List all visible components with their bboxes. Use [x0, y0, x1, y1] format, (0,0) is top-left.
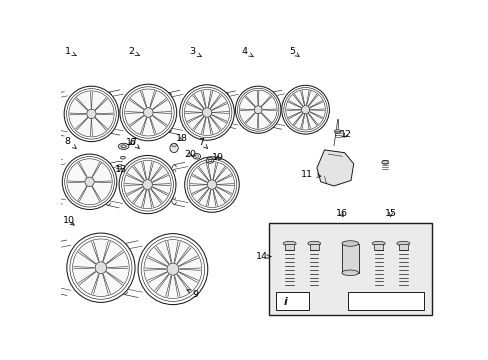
Ellipse shape [283, 241, 296, 246]
Bar [347, 292, 423, 310]
Text: 10: 10 [62, 216, 75, 225]
Ellipse shape [85, 177, 94, 186]
Text: 16: 16 [335, 209, 347, 218]
Ellipse shape [122, 87, 174, 138]
Text: 4: 4 [242, 47, 253, 57]
Ellipse shape [283, 87, 326, 132]
Bar [268, 223, 431, 315]
Ellipse shape [184, 157, 239, 212]
Bar [285, 243, 294, 251]
Ellipse shape [67, 233, 135, 302]
Text: 11: 11 [300, 170, 320, 179]
Ellipse shape [254, 106, 262, 114]
Text: 18: 18 [175, 134, 187, 143]
Ellipse shape [239, 90, 277, 129]
Text: 6: 6 [129, 138, 139, 148]
Text: i: i [283, 297, 287, 307]
Ellipse shape [285, 90, 325, 130]
Text: 13: 13 [115, 165, 127, 174]
Ellipse shape [62, 154, 117, 210]
Ellipse shape [124, 89, 171, 136]
Text: 15: 15 [384, 209, 396, 218]
Ellipse shape [187, 159, 236, 210]
Bar [341, 243, 358, 273]
Text: 1: 1 [64, 47, 76, 56]
Ellipse shape [120, 156, 125, 159]
Ellipse shape [341, 241, 358, 246]
Ellipse shape [69, 91, 114, 137]
Ellipse shape [301, 105, 309, 114]
Ellipse shape [72, 239, 129, 297]
Polygon shape [316, 150, 353, 186]
Ellipse shape [87, 109, 96, 118]
Ellipse shape [167, 263, 179, 275]
Text: 9: 9 [186, 289, 198, 298]
Ellipse shape [67, 159, 112, 205]
Ellipse shape [142, 180, 152, 189]
Ellipse shape [123, 161, 171, 209]
Text: 14: 14 [255, 252, 270, 261]
Bar [309, 243, 318, 251]
Ellipse shape [95, 262, 106, 274]
Ellipse shape [396, 241, 409, 246]
Ellipse shape [180, 85, 234, 140]
Bar [398, 243, 407, 251]
Ellipse shape [138, 234, 207, 305]
Ellipse shape [341, 270, 358, 275]
Ellipse shape [171, 144, 176, 147]
Text: 3: 3 [188, 47, 201, 57]
Ellipse shape [184, 90, 229, 135]
Text: 5: 5 [289, 47, 299, 57]
Text: 20: 20 [183, 150, 196, 159]
Bar [373, 243, 383, 251]
Text: 19: 19 [212, 153, 224, 162]
Ellipse shape [118, 143, 129, 149]
Ellipse shape [371, 241, 385, 246]
Ellipse shape [202, 108, 211, 117]
Ellipse shape [237, 88, 278, 131]
Ellipse shape [66, 89, 116, 139]
Ellipse shape [281, 85, 329, 134]
Ellipse shape [334, 130, 341, 133]
Ellipse shape [189, 162, 234, 208]
Text: 17: 17 [126, 139, 138, 148]
Text: 2: 2 [128, 47, 140, 56]
Text: 8: 8 [64, 137, 76, 149]
Ellipse shape [119, 156, 176, 214]
Ellipse shape [307, 241, 320, 246]
Ellipse shape [182, 87, 231, 138]
Text: 7: 7 [198, 138, 207, 148]
Ellipse shape [381, 161, 388, 164]
Ellipse shape [169, 143, 178, 153]
Ellipse shape [64, 86, 119, 141]
Text: 12: 12 [340, 130, 351, 139]
Ellipse shape [141, 237, 204, 301]
Ellipse shape [70, 236, 132, 299]
Ellipse shape [64, 157, 114, 207]
Ellipse shape [120, 84, 176, 141]
Ellipse shape [143, 240, 202, 298]
Ellipse shape [143, 108, 153, 117]
Ellipse shape [207, 180, 216, 189]
Ellipse shape [121, 145, 126, 148]
Ellipse shape [235, 86, 280, 133]
Bar [275, 292, 308, 310]
Ellipse shape [122, 158, 173, 211]
